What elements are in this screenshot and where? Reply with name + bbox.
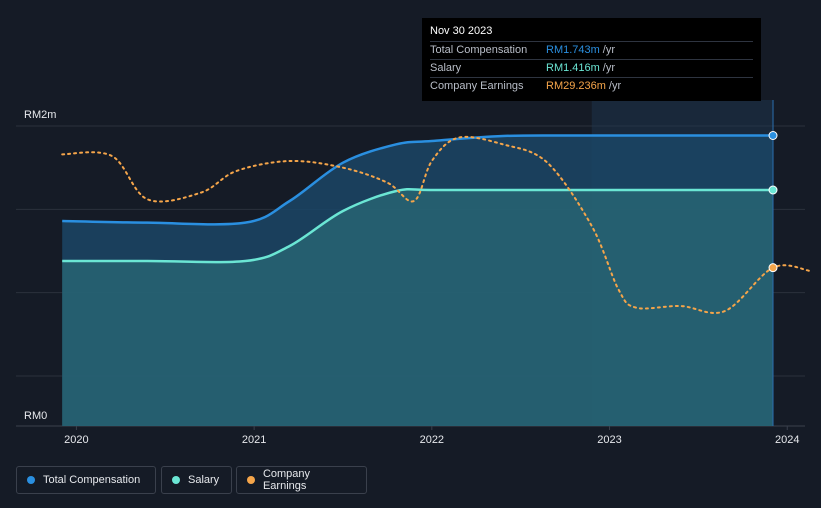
company-earnings-line <box>61 135 812 314</box>
legend-label: Total Compensation <box>43 474 141 486</box>
legend-item-total-compensation[interactable]: Total Compensation <box>16 466 156 494</box>
x-tick-label: 2020 <box>64 434 88 446</box>
tooltip-date: Nov 30 2023 <box>430 25 493 37</box>
salary-point <box>768 185 778 195</box>
y-axis-ticks: RM0 RM2m <box>24 109 56 422</box>
x-tick-label: 2024 <box>775 434 799 446</box>
x-tick-label: 2023 <box>597 434 621 446</box>
tooltip-row-total-compensation: Total Compensation RM1.743m /yr <box>430 41 753 59</box>
total-compensation-point <box>768 131 778 140</box>
legend-dot-icon <box>27 476 35 484</box>
tooltip-value: RM29.236m <box>546 80 606 92</box>
hover-points <box>768 131 778 273</box>
salary-line <box>62 187 774 264</box>
tooltip-label: Company Earnings <box>430 80 524 92</box>
y-tick-label: RM0 <box>24 410 47 422</box>
x-axis-ticks: 2020 2021 2022 2023 2024 <box>64 426 799 446</box>
x-tick-label: 2022 <box>420 434 444 446</box>
series-lines <box>61 134 812 314</box>
area-fills <box>62 135 774 426</box>
tooltip-unit: /yr <box>602 62 616 74</box>
legend-label: Salary <box>188 474 220 486</box>
tooltip-row-salary: Salary RM1.416m /yr <box>430 59 753 77</box>
tooltip-value: RM1.743m <box>546 44 600 56</box>
tooltip-value: RM1.416m <box>546 62 600 74</box>
legend-label: Company Earnings <box>262 468 311 492</box>
tooltip-unit: /yr <box>602 44 616 56</box>
legend-item-salary[interactable]: Salary <box>161 466 232 494</box>
legend-dot-icon <box>172 476 180 484</box>
x-tick-label: 2021 <box>242 434 266 446</box>
tooltip-row-company-earnings: Company Earnings RM29.236m /yr <box>430 77 753 95</box>
legend-dot-icon <box>247 476 255 484</box>
tooltip-label: Salary <box>430 62 462 74</box>
y-tick-label: RM2m <box>24 109 56 121</box>
total-compensation-line <box>62 134 774 226</box>
legend-item-company-earnings[interactable]: Company Earnings <box>236 466 367 494</box>
company-earnings-point <box>768 263 778 273</box>
tooltip-label: Total Compensation <box>430 44 528 56</box>
tooltip-unit: /yr <box>608 80 622 92</box>
tooltip: Nov 30 2023 Total Compensation RM1.743m … <box>422 18 761 101</box>
salary-area <box>62 189 774 426</box>
